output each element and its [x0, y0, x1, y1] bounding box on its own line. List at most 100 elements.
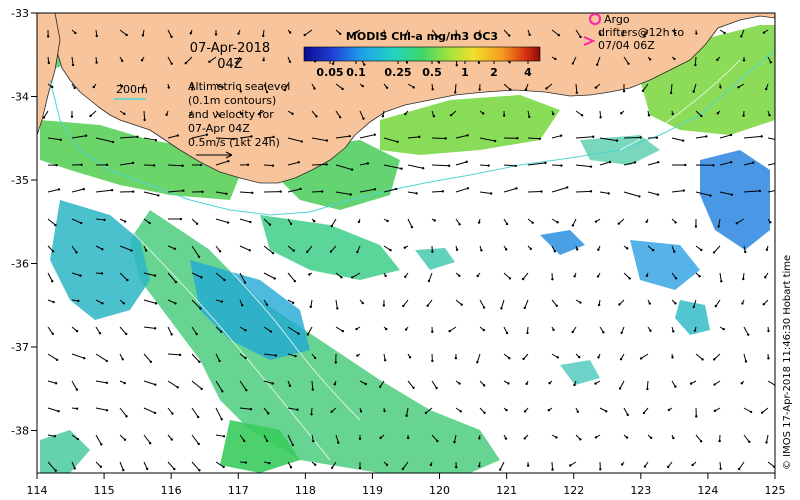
- velocity-arrow-head: [306, 333, 309, 336]
- velocity-arrow: [43, 110, 49, 118]
- velocity-arrow-head: [681, 139, 685, 142]
- velocity-arrow-head: [100, 272, 104, 275]
- velocity-arrow: [695, 434, 702, 442]
- velocity-arrow-head: [364, 382, 367, 386]
- velocity-arrow-head: [666, 465, 670, 469]
- velocity-arrow-head: [523, 306, 526, 310]
- velocity-arrow: [167, 164, 183, 167]
- velocity-arrow-head: [313, 87, 316, 90]
- velocity-arrow-head: [552, 328, 555, 332]
- velocity-arrow: [713, 245, 721, 253]
- velocity-arrow-head: [165, 113, 168, 116]
- velocity-arrow: [167, 353, 181, 356]
- velocity-arrow-head: [310, 413, 313, 416]
- velocity-arrow: [431, 434, 438, 442]
- velocity-arrow-head: [222, 435, 226, 438]
- velocity-arrow: [575, 29, 581, 38]
- velocity-arrow: [239, 272, 246, 283]
- velocity-arrow-head: [57, 410, 60, 413]
- velocity-arrow-head: [383, 358, 387, 362]
- velocity-arrow-head: [447, 164, 451, 167]
- velocity-arrow-head: [76, 437, 80, 441]
- velocity-arrow-head: [321, 190, 324, 193]
- velocity-arrow: [287, 353, 296, 357]
- velocity-arrow-head: [431, 88, 434, 91]
- velocity-arrow-head: [415, 192, 418, 195]
- velocity-arrow-head: [700, 114, 703, 118]
- lat-tick-label: -33: [11, 7, 29, 20]
- velocity-arrow-head: [173, 247, 177, 250]
- velocity-arrow: [167, 56, 173, 64]
- velocity-arrow-head: [311, 388, 314, 391]
- velocity-arrow: [215, 461, 224, 468]
- velocity-arrow-head: [454, 91, 457, 94]
- velocity-arrow: [503, 187, 517, 193]
- velocity-arrow-head: [673, 57, 676, 61]
- velocity-arrow: [215, 191, 227, 195]
- velocity-arrow-head: [459, 410, 462, 413]
- velocity-arrow-head: [672, 436, 675, 440]
- velocity-arrow-head: [272, 135, 275, 139]
- velocity-arrow-head: [643, 465, 647, 468]
- velocity-arrow-head: [100, 443, 103, 446]
- chl-patch: [40, 120, 240, 200]
- velocity-arrow-head: [341, 87, 344, 91]
- velocity-arrow-head: [174, 302, 177, 305]
- velocity-arrow-head: [633, 161, 637, 164]
- velocity-arrow-head: [249, 407, 253, 411]
- velocity-arrow-head: [742, 59, 746, 62]
- velocity-arrow-head: [262, 34, 265, 38]
- velocity-arrow-head: [477, 61, 481, 64]
- velocity-arrow-head: [312, 439, 315, 443]
- velocity-arrow-head: [337, 441, 340, 444]
- velocity-arrow-head: [620, 331, 623, 334]
- velocity-arrow-head: [429, 463, 433, 467]
- velocity-arrow: [95, 407, 108, 411]
- velocity-arrow-head: [199, 307, 202, 310]
- velocity-arrow: [671, 190, 684, 193]
- velocity-arrow: [761, 407, 769, 414]
- velocity-arrow-head: [146, 467, 149, 471]
- velocity-arrow-head: [99, 465, 103, 468]
- velocity-arrow-head: [325, 139, 329, 142]
- velocity-arrow-head: [749, 410, 753, 414]
- velocity-arrow-head: [444, 137, 447, 140]
- velocity-arrow: [119, 162, 134, 166]
- velocity-arrow: [239, 135, 252, 139]
- velocity-arrow-head: [361, 84, 364, 88]
- velocity-arrow-head: [181, 164, 184, 167]
- velocity-arrow-head: [571, 62, 575, 65]
- velocity-arrow-head: [656, 161, 660, 164]
- velocity-arrow-head: [729, 160, 733, 164]
- velocity-arrow-head: [386, 219, 389, 223]
- velocity-arrow-head: [482, 328, 486, 332]
- velocity-arrow: [596, 56, 601, 65]
- velocity-arrow-head: [455, 466, 458, 469]
- velocity-arrow: [263, 380, 273, 384]
- velocity-arrow-head: [523, 410, 527, 413]
- velocity-arrow-head: [103, 218, 106, 222]
- velocity-arrow-head: [373, 188, 377, 191]
- velocity-arrow-head: [767, 329, 770, 333]
- velocity-arrow-head: [764, 276, 767, 279]
- velocity-arrow-head: [123, 220, 127, 223]
- lon-tick-label: 125: [765, 484, 786, 497]
- velocity-arrow-head: [522, 357, 525, 361]
- velocity-arrow-head: [645, 220, 648, 223]
- velocity-arrow-head: [431, 359, 434, 363]
- velocity-arrow-head: [747, 333, 750, 336]
- velocity-arrow-head: [554, 57, 557, 61]
- velocity-arrow-head: [383, 409, 386, 413]
- velocity-arrow-head: [730, 193, 734, 196]
- velocity-arrow-head: [655, 136, 659, 139]
- velocity-arrow-head: [448, 329, 451, 333]
- velocity-arrow: [263, 136, 274, 139]
- lon-tick-label: 123: [630, 484, 651, 497]
- velocity-arrow: [287, 272, 296, 282]
- velocity-arrow-head: [126, 278, 129, 282]
- velocity-arrow: [646, 380, 649, 390]
- velocity-arrow: [71, 135, 87, 139]
- velocity-arrow-head: [769, 221, 772, 224]
- velocity-arrow: [551, 299, 558, 307]
- velocity-arrow-head: [197, 255, 201, 258]
